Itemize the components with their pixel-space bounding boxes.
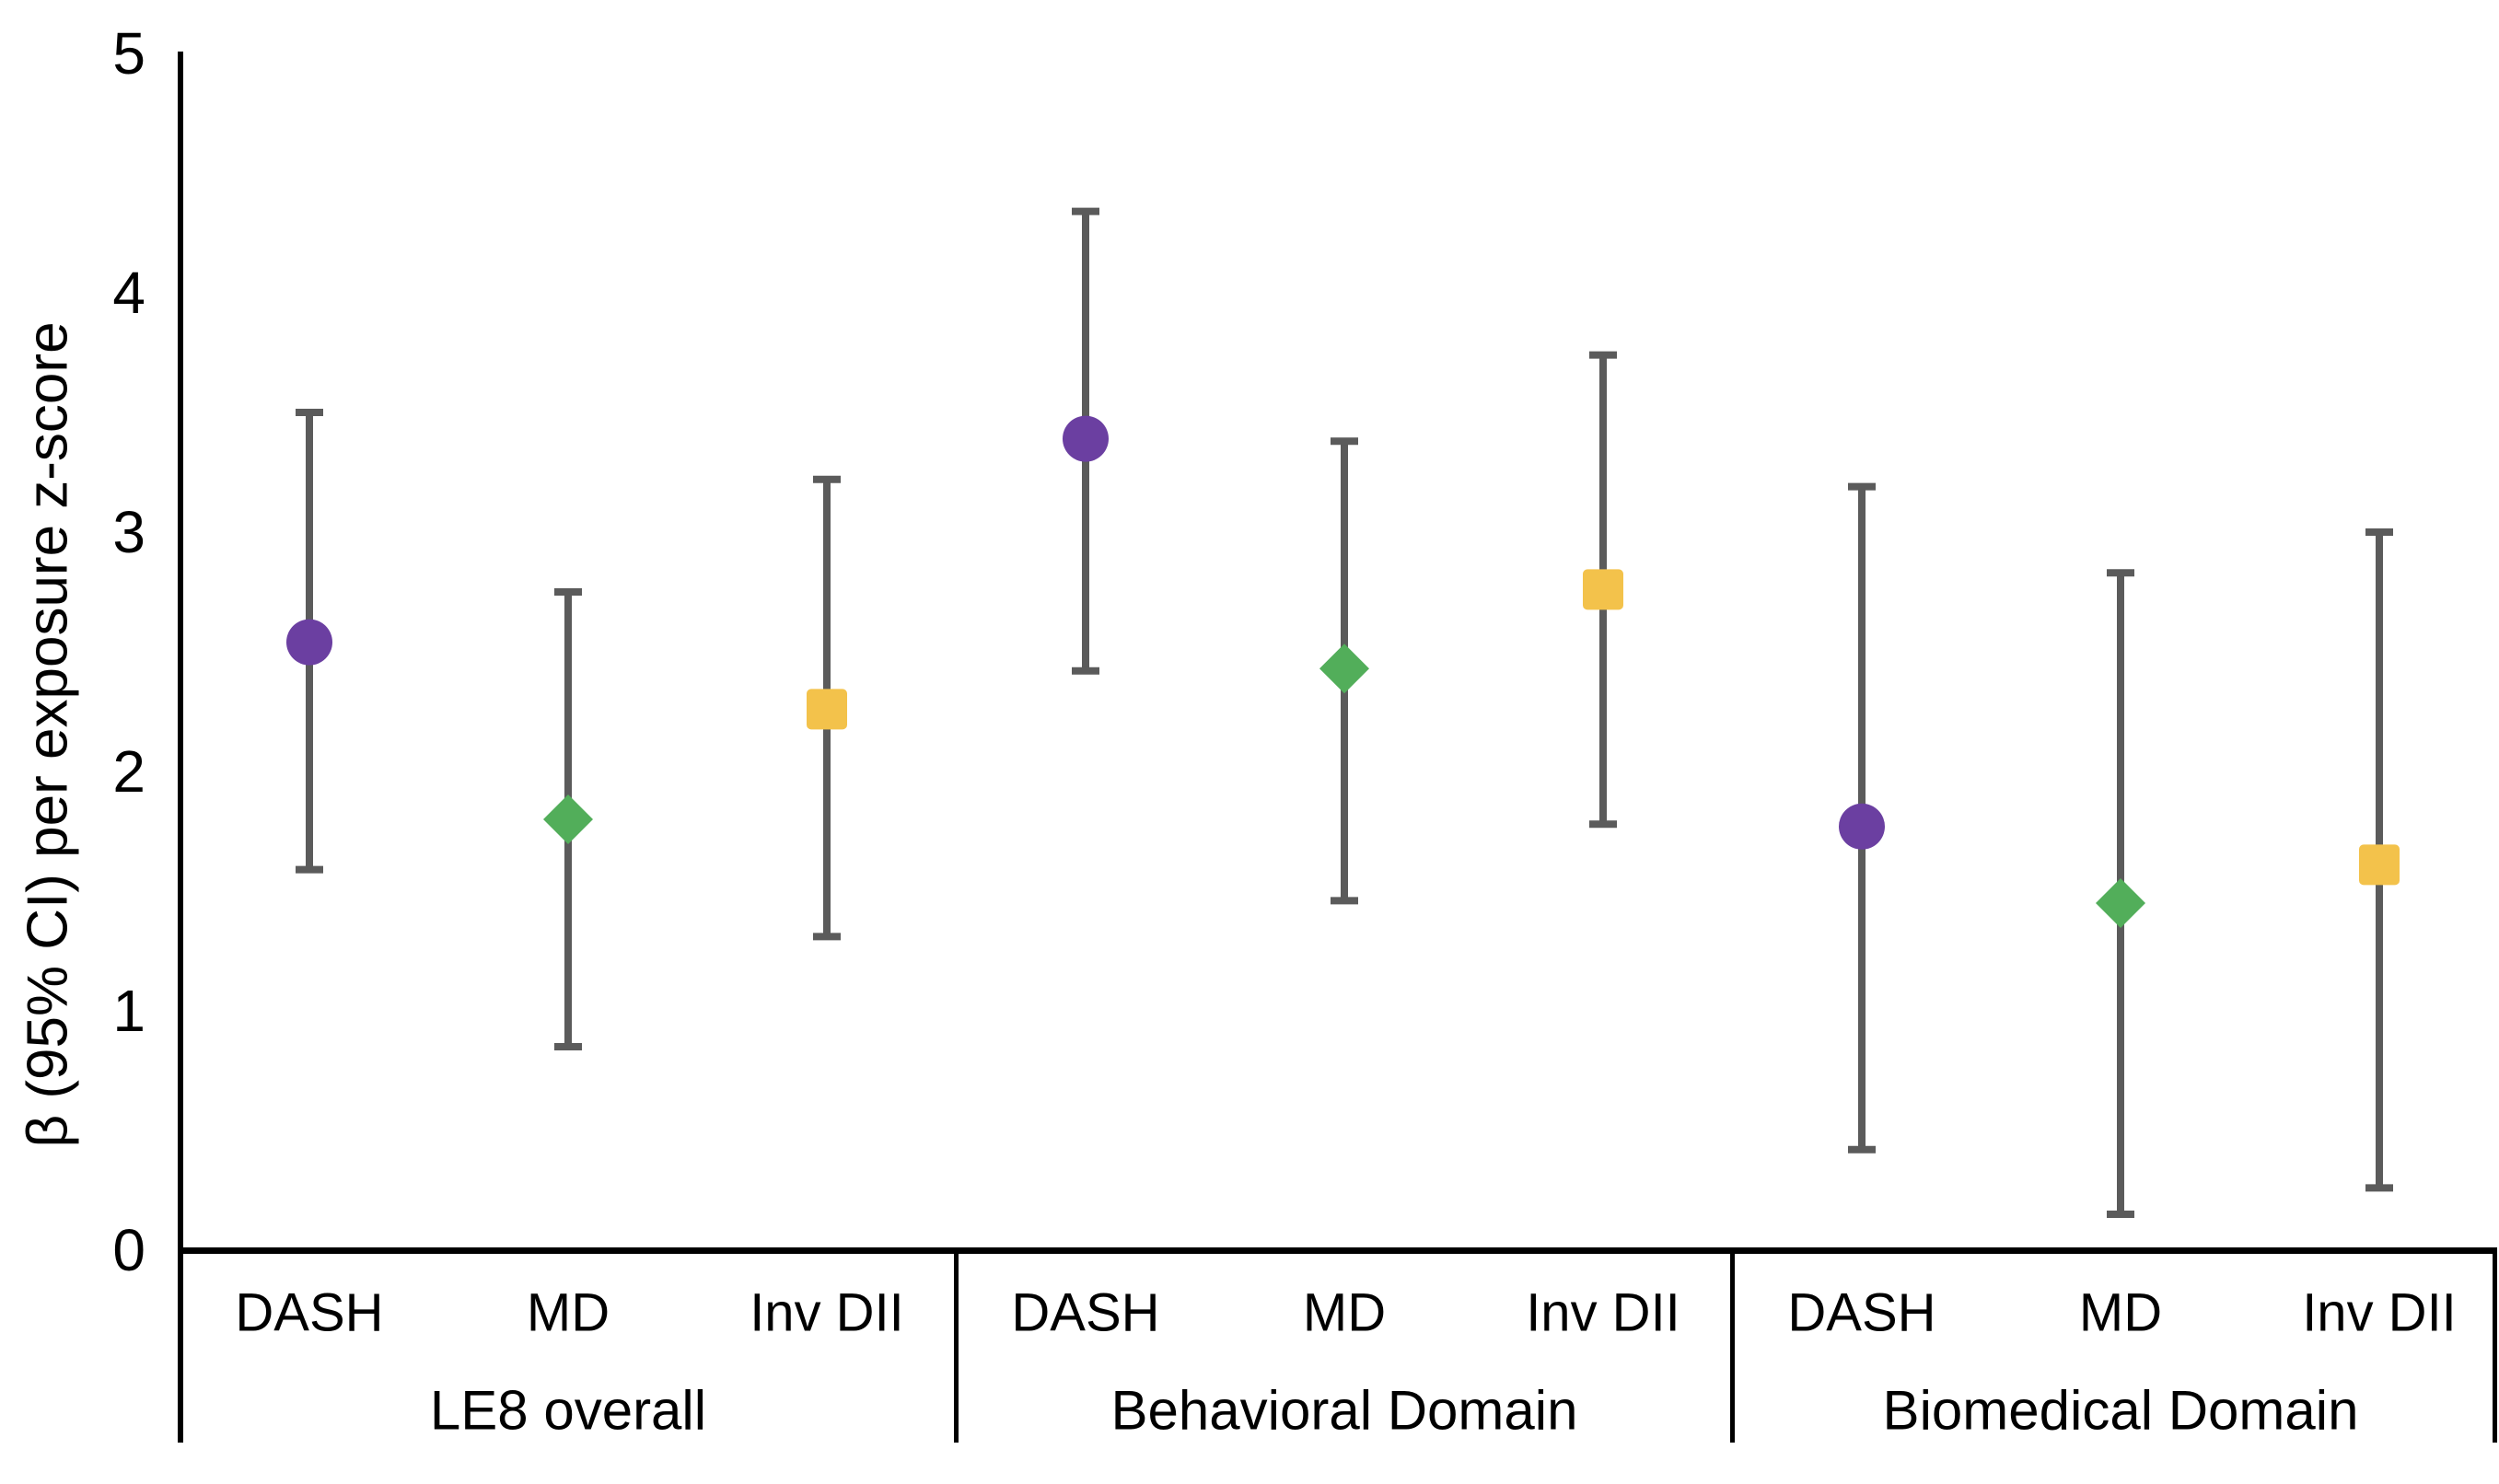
y-axis-line xyxy=(178,52,183,1443)
category-label: DASH xyxy=(1787,1282,1936,1343)
marker-circle xyxy=(1839,803,1885,850)
y-tick-label: 0 xyxy=(112,1217,145,1283)
group-label: Behavioral Domain xyxy=(1110,1379,1578,1442)
y-tick-label: 2 xyxy=(112,738,145,805)
marker-circle xyxy=(1063,415,1109,462)
category-label: Inv DII xyxy=(1526,1282,1680,1343)
marker-square xyxy=(807,689,847,730)
category-label: Inv DII xyxy=(750,1282,904,1343)
marker-diamond xyxy=(1319,643,1369,694)
category-label: MD xyxy=(1302,1282,1387,1343)
y-tick-label: 1 xyxy=(112,978,145,1044)
category-label: DASH xyxy=(1011,1282,1160,1343)
y-tick-label: 5 xyxy=(112,20,145,87)
y-tick-label: 4 xyxy=(112,260,145,326)
y-tick-label: 3 xyxy=(112,499,145,565)
category-label: MD xyxy=(2078,1282,2163,1343)
group-label: LE8 overall xyxy=(429,1379,707,1442)
group-divider xyxy=(953,1250,959,1443)
marker-diamond xyxy=(543,794,593,844)
marker-square xyxy=(1583,569,1623,610)
group-label: Biomedical Domain xyxy=(1882,1379,2359,1442)
marker-circle xyxy=(286,619,332,666)
marker-square xyxy=(2359,844,2400,886)
category-label: DASH xyxy=(235,1282,384,1343)
marker-diamond xyxy=(2096,878,2145,928)
category-label: MD xyxy=(526,1282,610,1343)
x-axis-line xyxy=(178,1247,2496,1254)
group-divider xyxy=(1729,1250,1735,1443)
category-label: Inv DII xyxy=(2302,1282,2457,1343)
plot-right-border xyxy=(2493,1247,2497,1443)
